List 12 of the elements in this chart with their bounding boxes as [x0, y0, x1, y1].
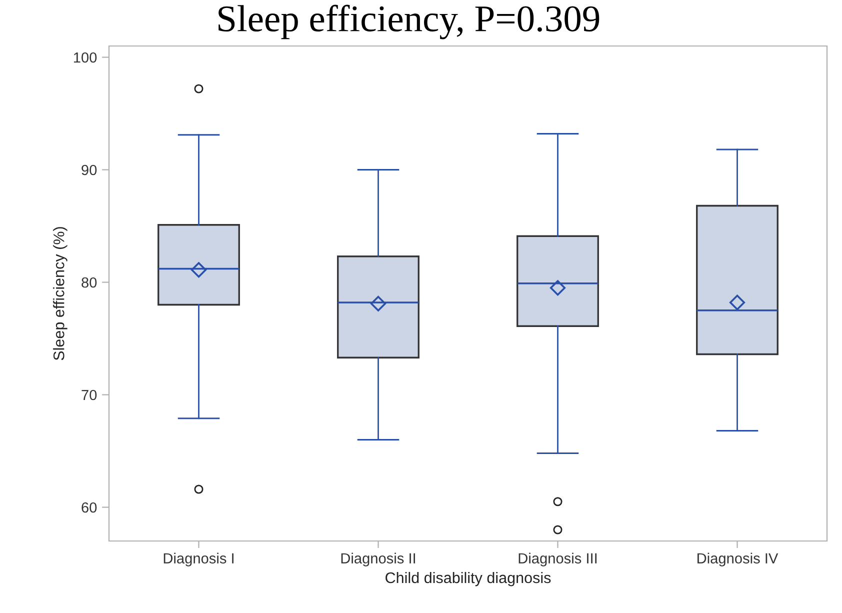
x-tick-label: Diagnosis II [341, 552, 416, 566]
y-tick-label: 100 [74, 52, 97, 63]
x-axis-title: Child disability diagnosis [386, 572, 551, 586]
x-tick-label: Diagnosis I [164, 552, 234, 566]
y-axis-title: Sleep efficiency (%) [53, 227, 68, 360]
y-tick-label: 90 [82, 164, 97, 176]
x-tick-label: Diagnosis III [518, 552, 597, 566]
y-tick-label: 60 [82, 502, 97, 513]
x-tick-label: Diagnosis IV [698, 552, 778, 566]
y-tick-label: 70 [82, 390, 97, 400]
chart-title: Sleep efficiency, P=0.309 [218, 4, 600, 40]
y-tick-label: 80 [82, 277, 97, 288]
